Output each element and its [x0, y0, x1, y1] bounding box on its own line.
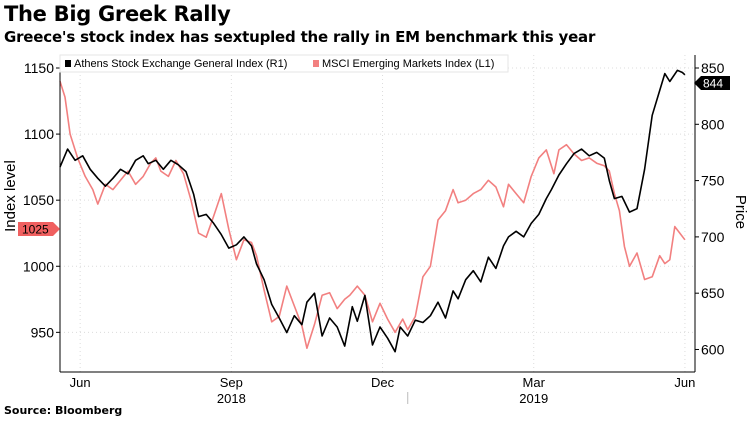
- x-tick-label: Sep: [220, 375, 243, 390]
- series-lines: [59, 69, 686, 353]
- legend-swatch-msci: [313, 60, 319, 67]
- year-label: 2018: [217, 391, 246, 406]
- x-tick-label: Mar: [523, 375, 546, 390]
- series-line-msci: [59, 80, 686, 349]
- x-tick-label: Jun: [70, 375, 91, 390]
- axes: [59, 55, 696, 373]
- legend: Athens Stock Exchange General Index (R1)…: [59, 54, 509, 73]
- chart-title: The Big Greek Rally: [4, 2, 231, 26]
- x-tick-label: Dec: [371, 375, 395, 390]
- callout-right-label: 844: [703, 77, 723, 91]
- y-axis-label-left: Index level: [2, 160, 19, 232]
- callout-left: 1025: [18, 222, 60, 237]
- x-tick-label: Jun: [674, 375, 695, 390]
- right-tick-label: 650: [701, 285, 725, 301]
- right-tick-label: 800: [701, 116, 725, 132]
- right-tick-label: 850: [701, 60, 725, 76]
- left-tick-label: 1000: [23, 258, 54, 274]
- year-label: 2019: [519, 391, 548, 406]
- callout-left-label: 1025: [22, 223, 49, 237]
- legend-label-athens: Athens Stock Exchange General Index (R1): [74, 58, 287, 70]
- left-tick-label: 950: [31, 324, 55, 340]
- chart-subtitle: Greece's stock index has sextupled the r…: [4, 28, 596, 46]
- x-axis-ticks: Jun Sep Dec Mar Jun 2018 2019: [70, 375, 696, 406]
- legend-label-msci: MSCI Emerging Markets Index (L1): [322, 58, 494, 70]
- left-tick-label: 1050: [23, 192, 54, 208]
- legend-swatch-athens: [65, 60, 71, 67]
- source-note: Source: Bloomberg: [4, 404, 123, 417]
- left-tick-label: 1100: [24, 126, 54, 142]
- right-tick-label: 600: [701, 341, 725, 357]
- right-axis-ticks: 600 650 700 750 800 850: [695, 60, 725, 357]
- left-axis-ticks: 950 1000 1050 1100 1150: [23, 60, 60, 340]
- right-tick-label: 750: [701, 173, 725, 189]
- right-tick-label: 700: [701, 229, 725, 245]
- gridlines: [60, 55, 695, 372]
- callout-left-box: [18, 222, 60, 236]
- callout-right: 844: [694, 76, 730, 91]
- left-tick-label: 1150: [24, 60, 54, 76]
- y-axis-label-right: Price: [732, 195, 749, 229]
- series-line-athens: [59, 69, 686, 353]
- callout-right-box: [694, 76, 730, 90]
